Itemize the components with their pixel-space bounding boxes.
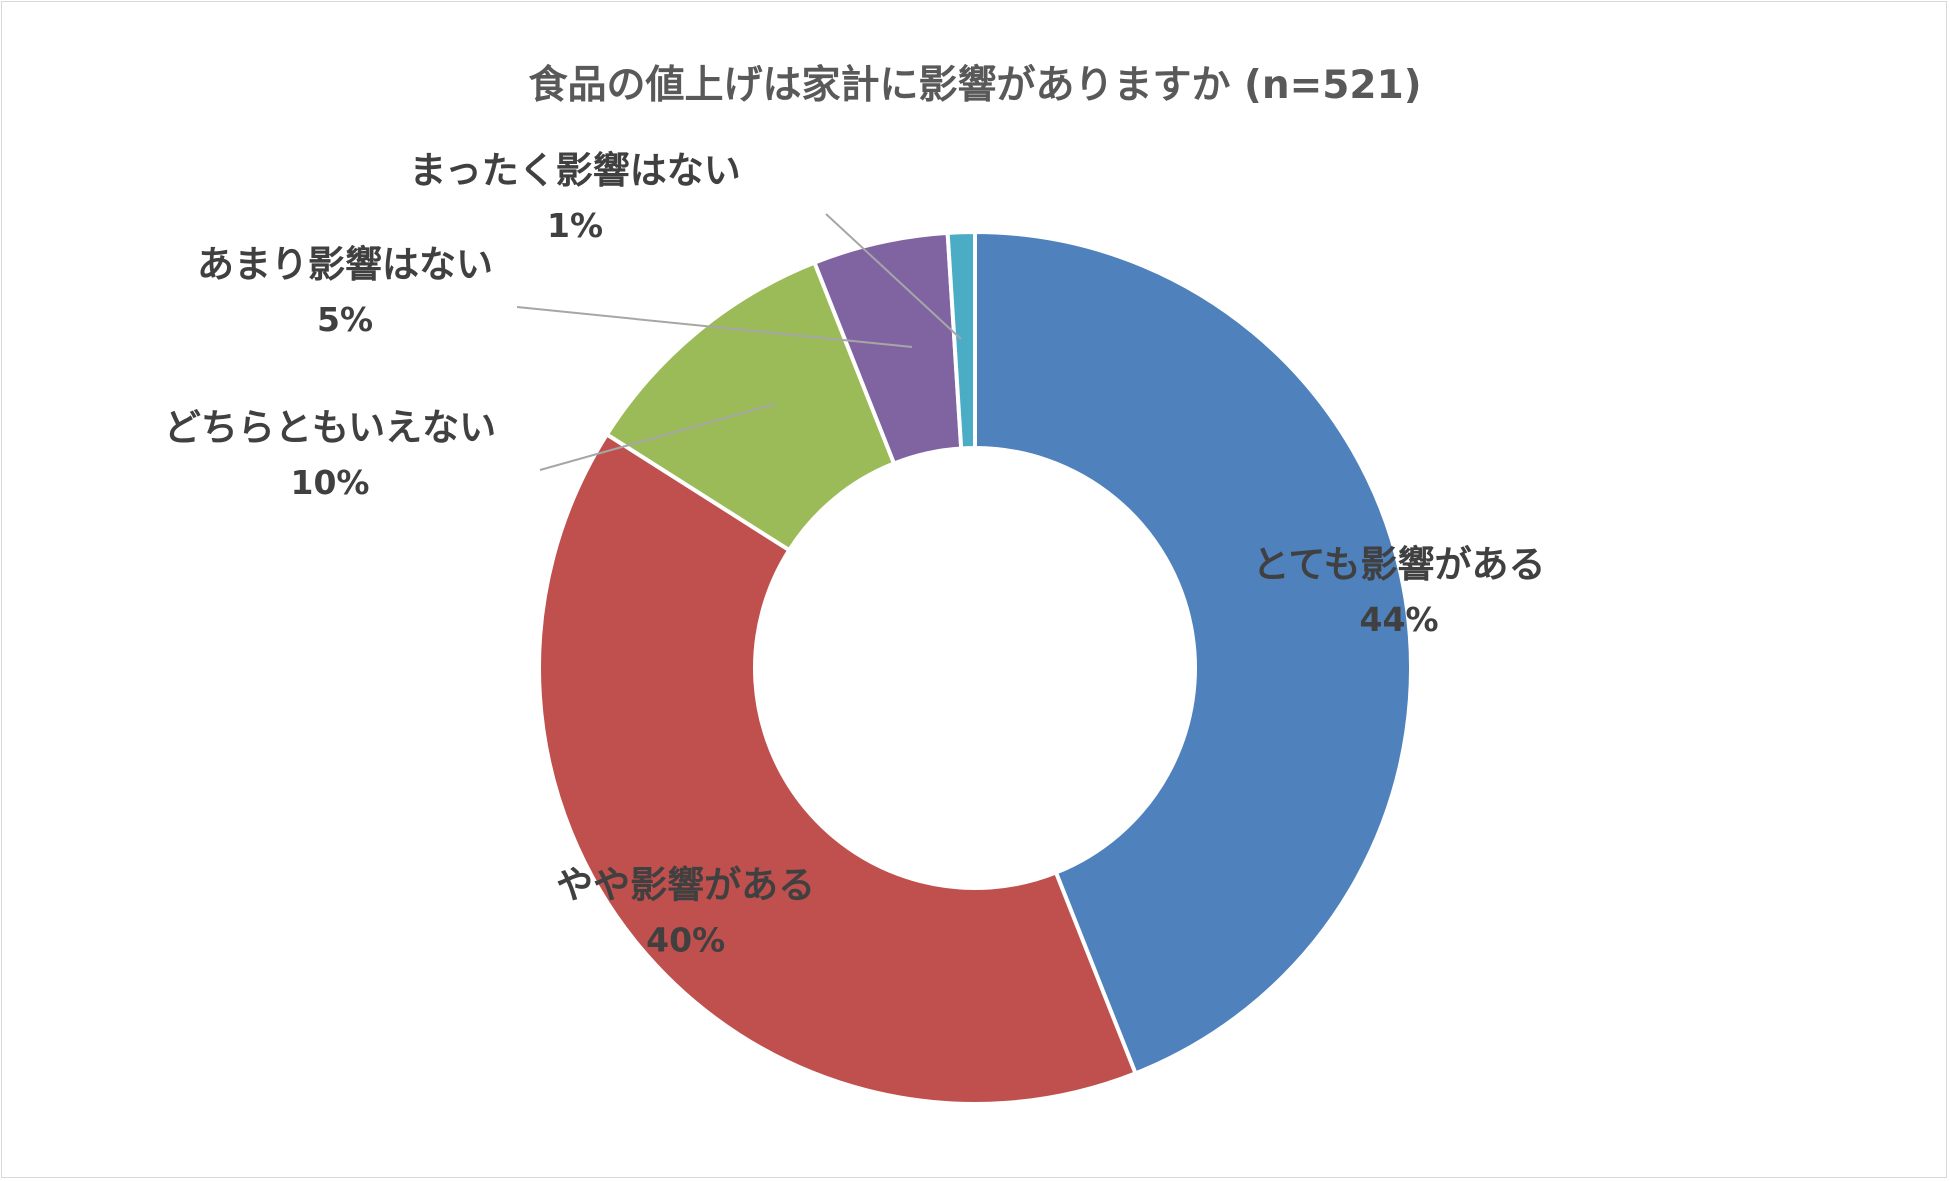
leader-lines-group [516, 213, 962, 471]
data-label-category-3: どちらともいえない [164, 406, 496, 449]
slice-1 [973, 229, 1413, 1076]
chart-title: 食品の値上げは家計に影響がありますか (n=521) [528, 63, 1421, 108]
data-label-value-4: 5% [317, 300, 373, 339]
slice-5 [945, 229, 977, 451]
data-label-category-1: とても影響がある [1253, 543, 1546, 586]
data-label-category-5: まったく影響はない [409, 149, 741, 192]
data-label-value-2: 40% [646, 920, 725, 959]
data-label-category-2: やや影響がある [556, 863, 815, 906]
slices-group [537, 229, 1413, 1106]
data-label-value-3: 10% [291, 463, 370, 502]
leader-line-4 [516, 306, 913, 348]
data-label-category-4: あまり影響はない [197, 243, 493, 286]
labels-group: とても影響がある 44% やや影響がある 40% どちらともいえない 10% あまり影響はな… [164, 149, 1546, 959]
data-label-value-5: 1% [547, 206, 603, 245]
slice-2 [537, 431, 1139, 1106]
leader-line-3 [539, 403, 776, 471]
leader-line-5 [825, 213, 962, 340]
data-label-value-1: 44% [1360, 600, 1439, 639]
